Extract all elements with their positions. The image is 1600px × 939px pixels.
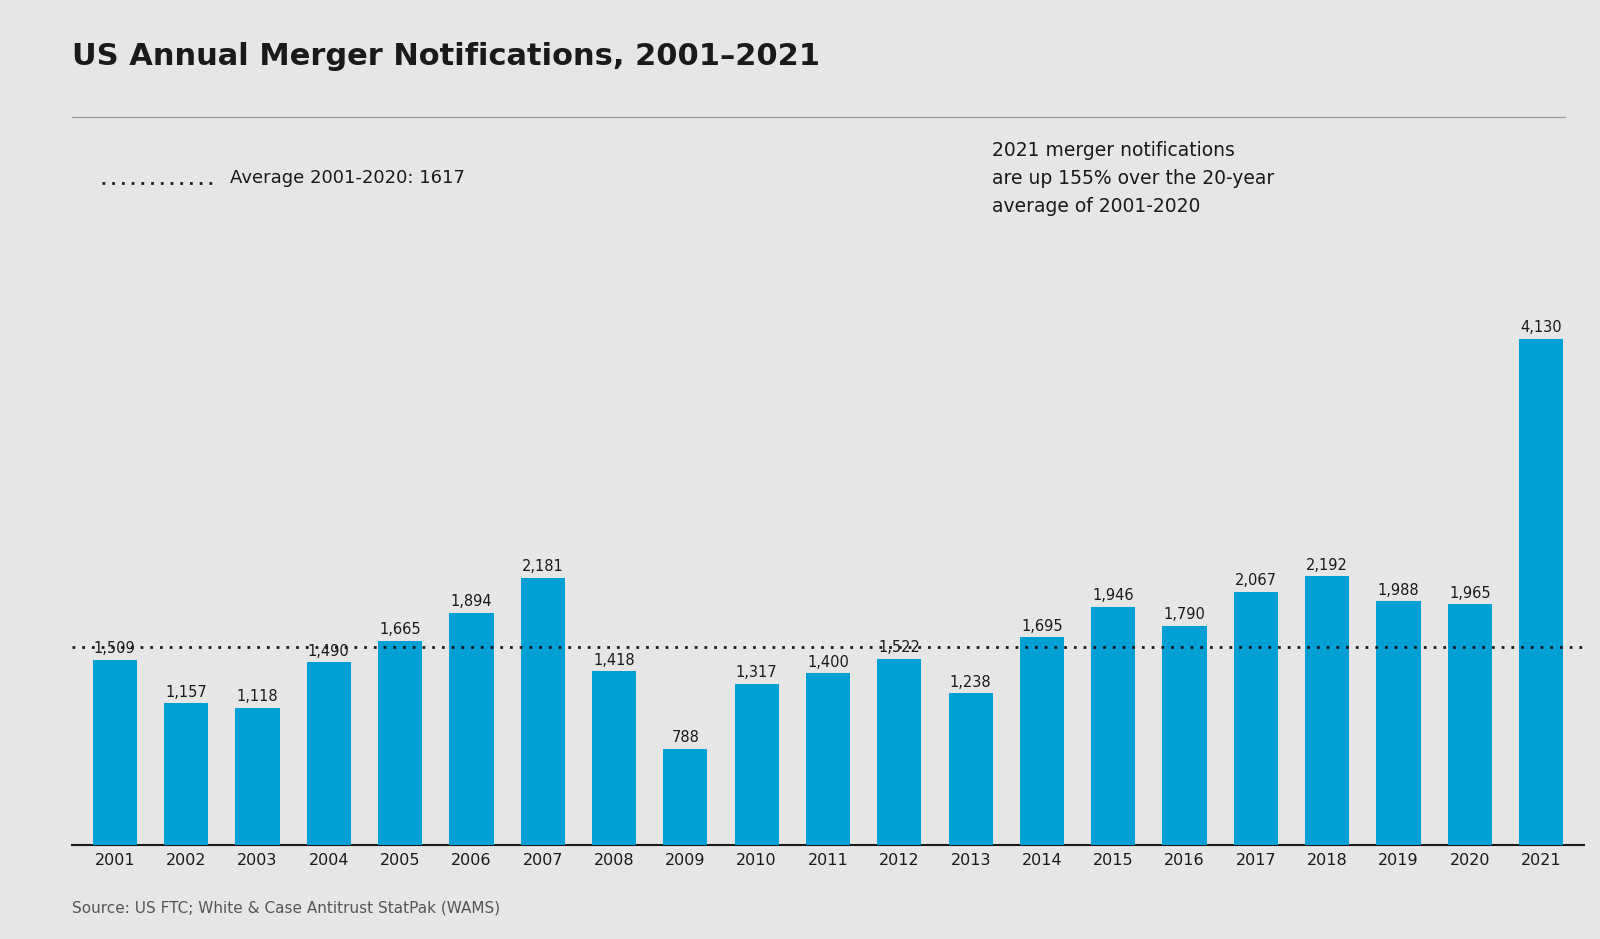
Text: US Annual Merger Notifications, 2001–2021: US Annual Merger Notifications, 2001–202… <box>72 42 819 71</box>
Bar <box>734 684 779 845</box>
Text: 1,238: 1,238 <box>950 675 992 689</box>
Text: Average 2001-2020: 1617: Average 2001-2020: 1617 <box>230 169 466 188</box>
Text: 1,695: 1,695 <box>1021 619 1062 634</box>
Bar <box>93 660 138 845</box>
Bar <box>1091 607 1136 845</box>
Bar <box>1019 638 1064 845</box>
Bar <box>520 577 565 845</box>
Text: 4,130: 4,130 <box>1520 320 1562 335</box>
Text: 1,418: 1,418 <box>594 653 635 668</box>
Text: 788: 788 <box>672 730 699 745</box>
Text: 1,965: 1,965 <box>1450 586 1491 601</box>
Text: 1,509: 1,509 <box>94 641 136 656</box>
Bar <box>378 641 422 845</box>
Text: 1,490: 1,490 <box>307 644 350 659</box>
Text: 2,067: 2,067 <box>1235 573 1277 588</box>
Text: 1,988: 1,988 <box>1378 583 1419 598</box>
Bar <box>1234 592 1278 845</box>
Text: 1,157: 1,157 <box>165 685 206 700</box>
Text: 1,946: 1,946 <box>1093 588 1134 603</box>
Text: 2021 merger notifications
are up 155% over the 20-year
average of 2001-2020: 2021 merger notifications are up 155% ov… <box>992 141 1274 216</box>
Text: 1,522: 1,522 <box>878 639 920 654</box>
Text: 1,400: 1,400 <box>806 654 850 670</box>
Bar <box>165 703 208 845</box>
Bar <box>235 708 280 845</box>
Text: 2,181: 2,181 <box>522 559 563 574</box>
Bar <box>806 673 850 845</box>
Bar <box>1306 577 1349 845</box>
Bar <box>664 748 707 845</box>
Bar <box>450 613 493 845</box>
Text: Source: US FTC; White & Case Antitrust StatPak (WAMS): Source: US FTC; White & Case Antitrust S… <box>72 901 501 916</box>
Text: 1,790: 1,790 <box>1163 607 1205 622</box>
Bar <box>307 662 350 845</box>
Text: 2,192: 2,192 <box>1306 558 1349 573</box>
Text: 1,894: 1,894 <box>451 594 493 609</box>
Text: 1,665: 1,665 <box>379 623 421 638</box>
Text: 1,118: 1,118 <box>237 689 278 704</box>
Bar <box>949 693 992 845</box>
Bar <box>592 671 637 845</box>
Bar <box>1518 339 1563 845</box>
Text: 1,317: 1,317 <box>736 665 778 680</box>
Bar <box>1163 625 1206 845</box>
Bar <box>1448 604 1491 845</box>
Bar <box>877 658 922 845</box>
Bar <box>1376 601 1421 845</box>
